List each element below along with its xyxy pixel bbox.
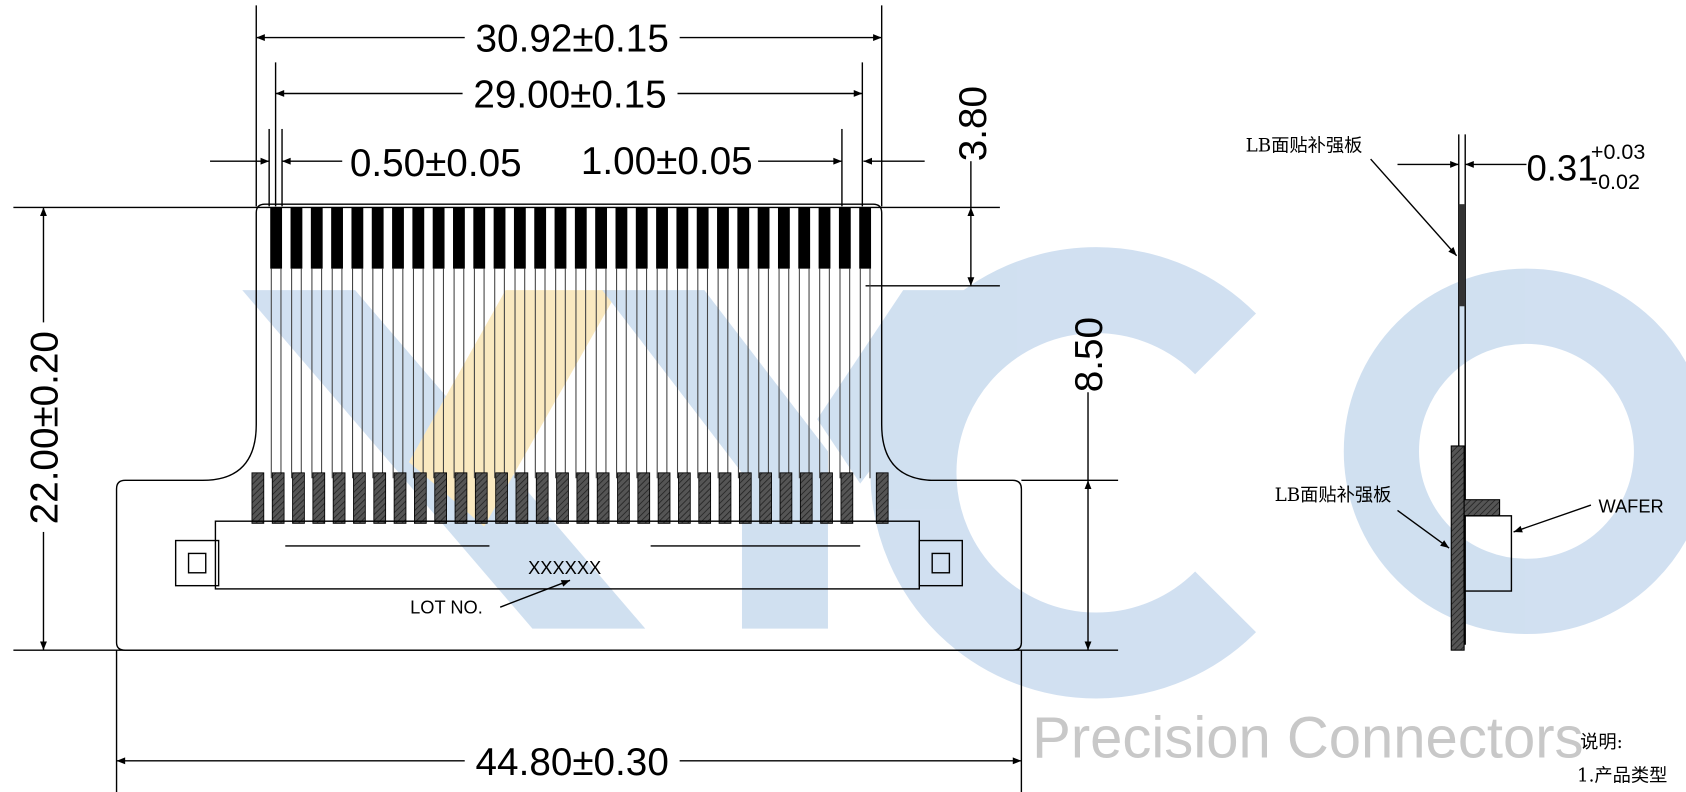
pin — [574, 207, 587, 269]
pin — [777, 207, 790, 269]
pin — [393, 472, 407, 524]
pin — [270, 207, 283, 269]
pin — [453, 207, 465, 269]
pin — [434, 472, 448, 524]
side-view — [1370, 134, 1592, 651]
lot-label: LOT NO. — [410, 597, 483, 618]
pin — [392, 207, 404, 269]
pin — [696, 207, 709, 269]
dimension-label: 8.50 — [1068, 317, 1111, 392]
dimension-arrows — [40, 34, 1092, 765]
pin — [595, 207, 608, 269]
pin — [657, 472, 671, 524]
pin — [373, 472, 387, 524]
pin — [271, 472, 285, 524]
pin — [556, 472, 569, 524]
pin — [738, 472, 752, 524]
pin — [554, 207, 567, 269]
note-item: 1.产品类型 — [1577, 765, 1667, 786]
pin — [838, 207, 851, 269]
pin — [331, 207, 343, 269]
pin — [495, 472, 508, 524]
pin — [290, 207, 303, 269]
pin — [757, 207, 770, 269]
pin — [656, 207, 668, 269]
watermark-tagline: Precision Connectors — [1032, 706, 1583, 771]
pin — [454, 472, 468, 524]
pin — [799, 472, 813, 524]
pin — [310, 207, 323, 269]
pin — [718, 472, 732, 524]
pin — [779, 472, 793, 524]
tolerance-plus: +0.03 — [1591, 140, 1645, 164]
pin — [312, 472, 326, 524]
notes-title: 说明: — [1580, 732, 1623, 753]
pin — [818, 207, 831, 269]
dimension-label: 3.80 — [952, 86, 995, 161]
callout: LB面贴补强板 — [1246, 136, 1363, 157]
pin — [635, 207, 648, 269]
pin — [513, 207, 526, 269]
pin — [840, 472, 854, 524]
pin — [596, 472, 610, 524]
dimension-label: 44.80±0.30 — [476, 741, 669, 784]
pin — [875, 472, 889, 524]
dimension-label: 22.00±0.20 — [23, 331, 66, 524]
pin — [698, 472, 712, 524]
watermark-logo — [242, 247, 1686, 699]
lot-code: XXXXXX — [528, 557, 601, 578]
dimension-label: 0.50±0.05 — [350, 142, 522, 185]
pin — [637, 472, 651, 524]
pin — [798, 207, 811, 269]
pin — [859, 207, 872, 269]
pin — [432, 207, 445, 269]
pin — [717, 207, 729, 269]
callout: LB面贴补强板 — [1275, 485, 1392, 506]
pin — [678, 472, 691, 524]
pins — [251, 207, 889, 524]
pin — [535, 472, 549, 524]
pin — [412, 207, 425, 269]
pin — [332, 472, 346, 524]
pin — [473, 207, 486, 269]
dimension-label: 29.00±0.15 — [473, 73, 666, 116]
pin — [737, 207, 750, 269]
callout: WAFER — [1598, 496, 1663, 517]
pin — [617, 472, 630, 524]
pin — [493, 207, 506, 269]
thickness: 0.31 — [1526, 148, 1597, 189]
pin — [515, 472, 529, 524]
dimension-label: 1.00±0.05 — [581, 140, 753, 183]
pin — [534, 207, 547, 269]
pin — [474, 472, 488, 524]
connector-housing — [174, 520, 963, 608]
pin — [759, 472, 772, 524]
pin — [414, 472, 427, 524]
pin — [820, 472, 833, 524]
dimension-label: 30.92±0.15 — [476, 18, 669, 61]
pin — [371, 207, 384, 269]
pin — [676, 207, 689, 269]
pin — [353, 472, 366, 524]
pin — [251, 472, 265, 524]
pin — [576, 472, 590, 524]
pin — [615, 207, 628, 269]
fpc-outline — [115, 203, 1023, 651]
pin — [292, 472, 305, 524]
pin — [351, 207, 364, 269]
tolerance-minus: -0.02 — [1591, 170, 1640, 194]
